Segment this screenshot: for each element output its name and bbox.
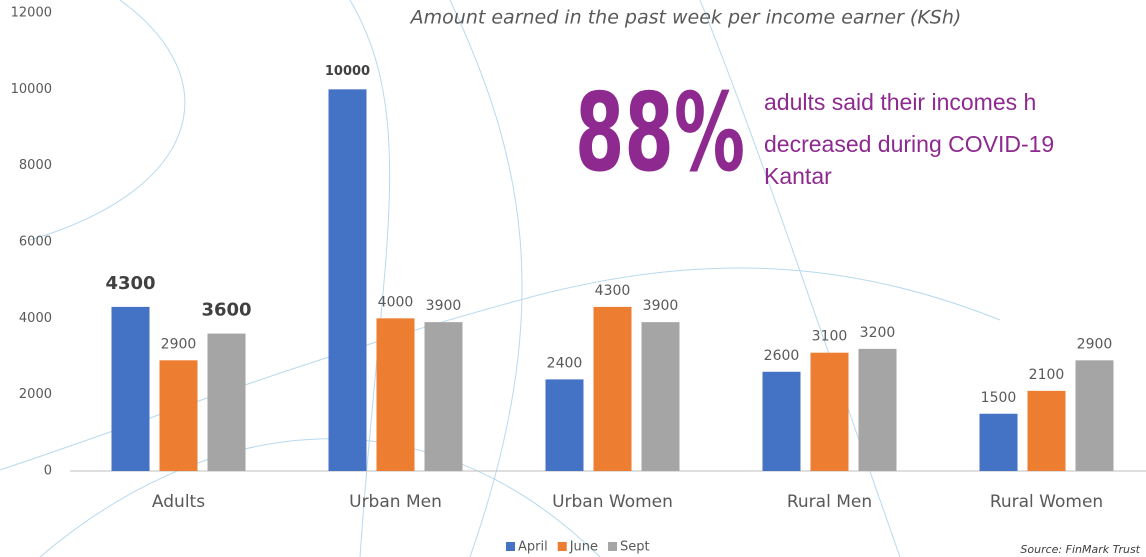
y-tick-label: 10000 — [11, 82, 52, 97]
data-label: 3100 — [812, 329, 848, 345]
x-tick-label: Rural Men — [787, 492, 872, 512]
source: Source: FinMark Trust — [1020, 543, 1140, 556]
y-tick-label: 4000 — [19, 311, 52, 326]
bar — [159, 360, 198, 471]
data-label: 2100 — [1029, 367, 1065, 383]
y-tick-label: 12000 — [11, 6, 52, 21]
legend-label: Sept — [620, 540, 650, 555]
y-tick-label: 2000 — [19, 387, 52, 402]
data-label: 2900 — [1077, 336, 1113, 352]
data-label: 3900 — [426, 298, 462, 314]
data-label: 4000 — [378, 294, 414, 310]
data-label: 2600 — [764, 348, 800, 364]
data-label: 2400 — [547, 355, 583, 371]
bar — [810, 352, 849, 471]
y-tick-label: 6000 — [19, 235, 52, 250]
y-tick-label: 0 — [44, 464, 52, 479]
legend-swatch — [557, 542, 567, 551]
bar — [424, 322, 463, 471]
bar — [207, 333, 246, 471]
decoration — [29, 0, 186, 241]
legend-swatch — [506, 542, 515, 551]
x-tick-label: Rural Women — [990, 492, 1103, 512]
bar — [641, 322, 680, 471]
bar — [111, 306, 150, 471]
chart-title: Amount earned in the past week per incom… — [409, 7, 962, 29]
bar — [376, 318, 415, 471]
bar — [979, 413, 1018, 471]
legend-swatch — [608, 542, 618, 551]
data-label: 10000 — [325, 64, 370, 79]
decoration — [39, 438, 601, 557]
bar — [1027, 390, 1066, 471]
data-label: 3900 — [643, 298, 679, 314]
data-label: 2900 — [161, 336, 197, 352]
data-label: 3600 — [201, 300, 251, 321]
x-tick-label: Urban Men — [349, 492, 442, 512]
bar — [1075, 360, 1114, 471]
data-label: 4300 — [105, 273, 155, 294]
annotation-line: adults said their incomes h — [764, 89, 1036, 115]
highlight-number: 88% — [575, 71, 745, 196]
decoration — [449, 0, 523, 557]
annotation-line: Kantar — [764, 163, 832, 189]
bar — [762, 371, 801, 471]
bar — [858, 348, 897, 471]
legend-label: April — [518, 540, 548, 555]
y-tick-label: 8000 — [19, 158, 52, 173]
legend-label: June — [569, 540, 598, 555]
data-label: 3200 — [860, 325, 896, 341]
annotation-line: decreased during COVID-19 — [764, 131, 1054, 157]
bar — [593, 306, 632, 471]
decoration — [0, 267, 1001, 471]
x-tick-label: Urban Women — [552, 492, 673, 512]
data-label: 1500 — [981, 390, 1017, 406]
x-tick-label: Adults — [152, 492, 205, 512]
data-label: 4300 — [595, 283, 631, 299]
bar — [545, 379, 584, 471]
bar — [328, 89, 367, 471]
